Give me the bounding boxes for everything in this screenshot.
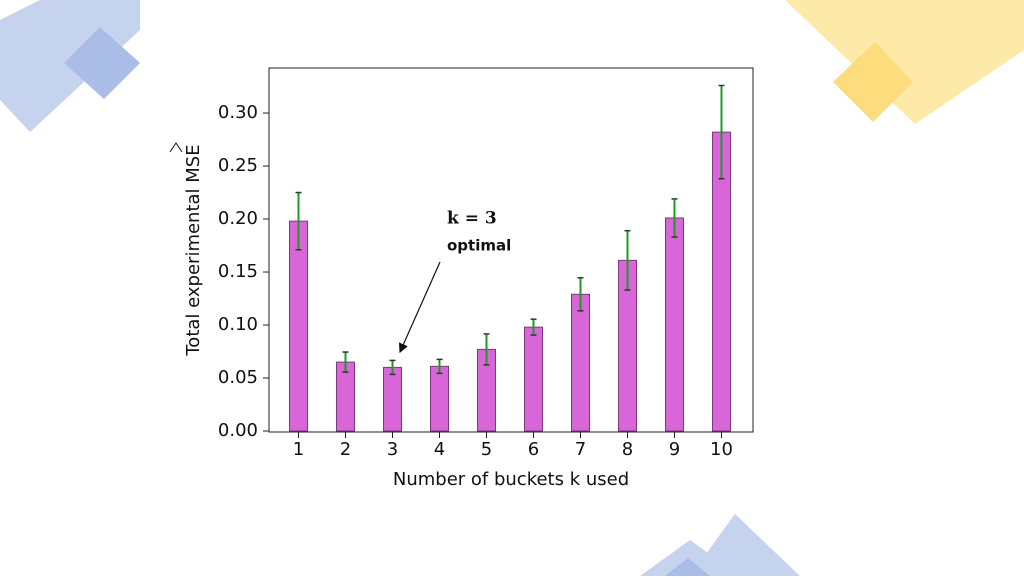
error-bar [577,276,584,312]
error-bar [671,198,678,238]
bar [571,293,590,432]
annotation-arrow [399,261,441,354]
plot-frame [268,67,754,433]
bar [430,365,449,432]
y-tick-label: 0.00 [218,420,258,441]
error-bar [342,351,349,373]
error-bar [624,229,631,291]
y-tick-label: 0.05 [218,367,258,388]
hat [169,142,183,153]
y-axis-label: Total experimental MSE [183,144,204,356]
bar [289,220,308,432]
y-tick-label: 0.20 [218,208,258,229]
bar [665,217,684,432]
x-tick-label: 7 [575,439,586,460]
error-bar [530,318,537,336]
y-tick-label: 0.15 [218,261,258,282]
x-axis-label: Number of buckets k used [393,469,629,490]
y-tick-label: 0.25 [218,155,258,176]
x-tick-label: 2 [340,439,351,460]
x-tick-label: 1 [293,439,304,460]
x-tick-label: 8 [622,439,633,460]
x-tick-label: 3 [387,439,398,460]
error-bar [295,191,302,251]
bar [383,366,402,432]
error-bar [718,84,725,180]
error-bar [389,359,396,376]
error-bar [483,333,490,366]
x-tick-label: 9 [669,439,680,460]
x-tick-label: 5 [481,439,492,460]
error-bar [436,358,443,375]
y-tick-label: 0.10 [218,314,258,335]
annotation: k = 3 [447,209,497,229]
x-tick-label: 6 [528,439,539,460]
x-tick-label: 10 [710,439,733,460]
bar [524,326,543,432]
x-tick-label: 4 [434,439,445,460]
y-tick-label: 0.30 [218,102,258,123]
annotation: optimal [447,237,511,255]
